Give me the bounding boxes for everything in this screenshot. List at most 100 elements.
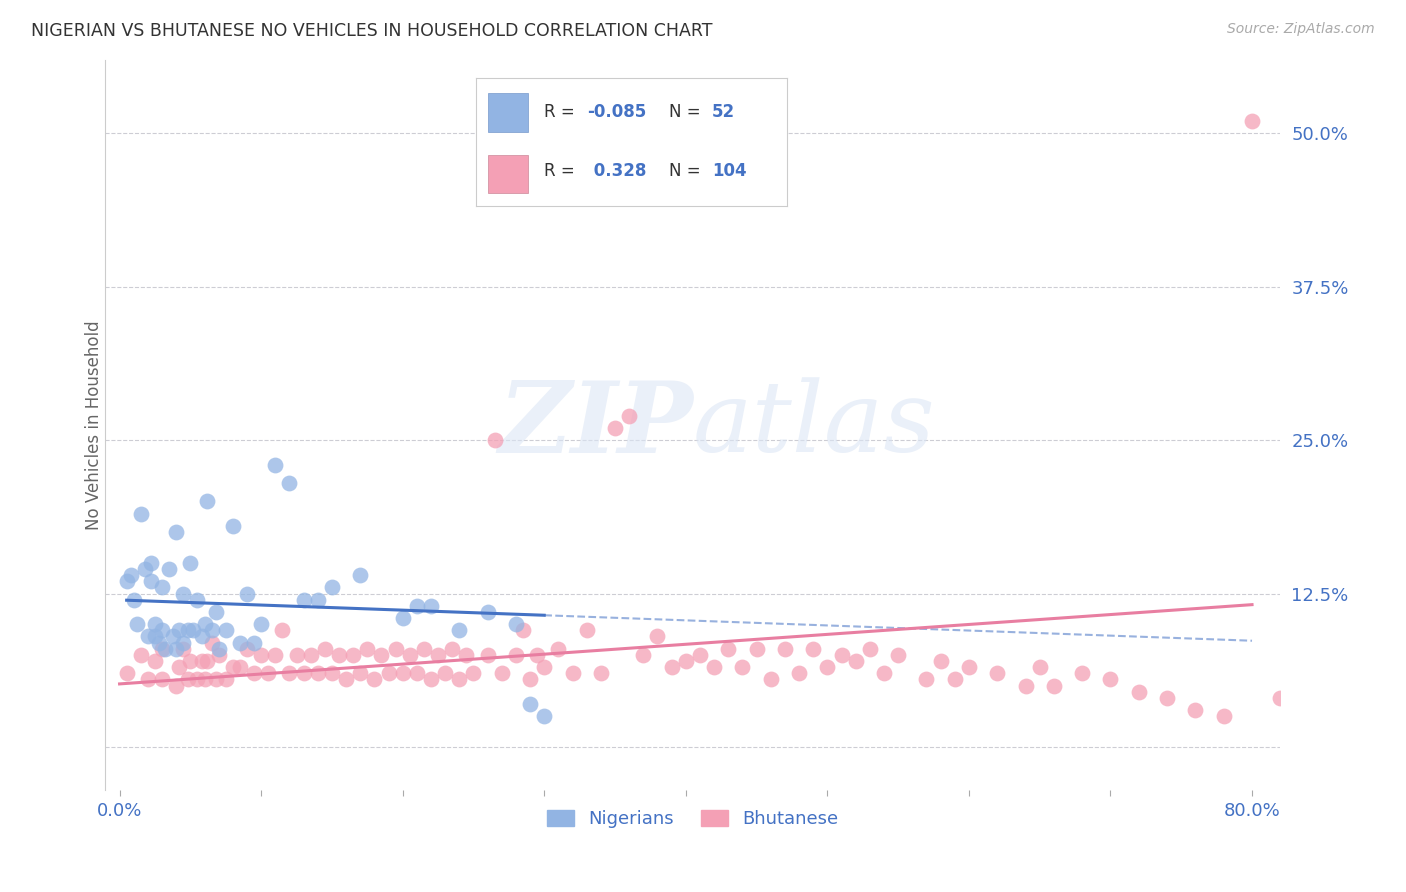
Point [208,641,231,656]
Point [887,648,910,662]
Point [278,666,301,681]
Point [356,641,378,656]
Point [136,673,159,687]
Point [787,666,810,681]
Point [689,648,711,662]
Point [335,673,357,687]
Point [243,635,266,649]
Text: Source: ZipAtlas.com: Source: ZipAtlas.com [1227,22,1375,37]
Point [456,648,478,662]
Point [477,648,499,662]
Point [370,648,392,662]
Point [120,568,142,582]
Point [391,611,413,625]
Point [292,666,315,681]
Point [491,666,513,681]
Point [484,433,506,447]
Point [186,592,208,607]
Point [122,592,145,607]
Point [208,648,231,662]
Point [190,630,212,644]
Text: ZIP: ZIP [498,376,693,473]
Point [307,666,329,681]
Point [661,660,683,674]
Point [512,624,534,638]
Point [1071,666,1094,681]
Point [398,648,420,662]
Point [449,673,471,687]
Point [845,654,868,668]
Point [129,507,152,521]
Y-axis label: No Vehicles in Household: No Vehicles in Household [86,320,103,530]
Point [434,666,457,681]
Point [179,556,201,570]
Point [477,605,499,619]
Point [533,709,555,723]
Point [153,641,176,656]
Point [1156,690,1178,705]
Point [167,660,190,674]
Point [859,641,882,656]
Point [250,648,273,662]
Point [773,641,796,656]
Point [134,562,156,576]
Point [377,666,399,681]
Point [222,519,245,533]
Point [129,648,152,662]
Point [1099,673,1122,687]
Point [391,666,413,681]
Point [250,617,273,632]
Point [205,605,228,619]
Point [1270,690,1292,705]
Point [271,624,294,638]
Point [519,673,541,687]
Point [236,586,259,600]
Point [943,673,966,687]
Point [449,624,471,638]
Text: NIGERIAN VS BHUTANESE NO VEHICLES IN HOUSEHOLD CORRELATION CHART: NIGERIAN VS BHUTANESE NO VEHICLES IN HOU… [31,22,713,40]
Legend: Nigerians, Bhutanese: Nigerians, Bhutanese [540,803,846,836]
Point [717,641,740,656]
Point [150,673,173,687]
Point [405,666,427,681]
Point [759,673,782,687]
Point [1212,709,1234,723]
Point [505,617,527,632]
Point [405,599,427,613]
Point [165,679,187,693]
Point [125,617,148,632]
Point [1028,660,1050,674]
Point [195,494,218,508]
Point [115,666,138,681]
Point [363,673,385,687]
Point [986,666,1008,681]
Point [115,574,138,589]
Point [143,630,166,644]
Point [172,635,194,649]
Point [342,648,364,662]
Point [873,666,896,681]
Point [1043,679,1066,693]
Point [1240,114,1263,128]
Point [561,666,583,681]
Point [193,673,215,687]
Point [157,562,180,576]
Point [150,624,173,638]
Point [167,624,190,638]
Point [190,654,212,668]
Point [139,574,162,589]
Point [148,635,170,649]
Point [519,697,541,711]
Point [349,666,371,681]
Point [222,660,245,674]
Point [1298,703,1320,717]
Point [181,624,204,638]
Point [801,641,824,656]
Point [831,648,853,662]
Point [321,581,343,595]
Point [731,660,754,674]
Point [533,660,555,674]
Point [505,648,527,662]
Point [143,617,166,632]
Point [215,673,238,687]
